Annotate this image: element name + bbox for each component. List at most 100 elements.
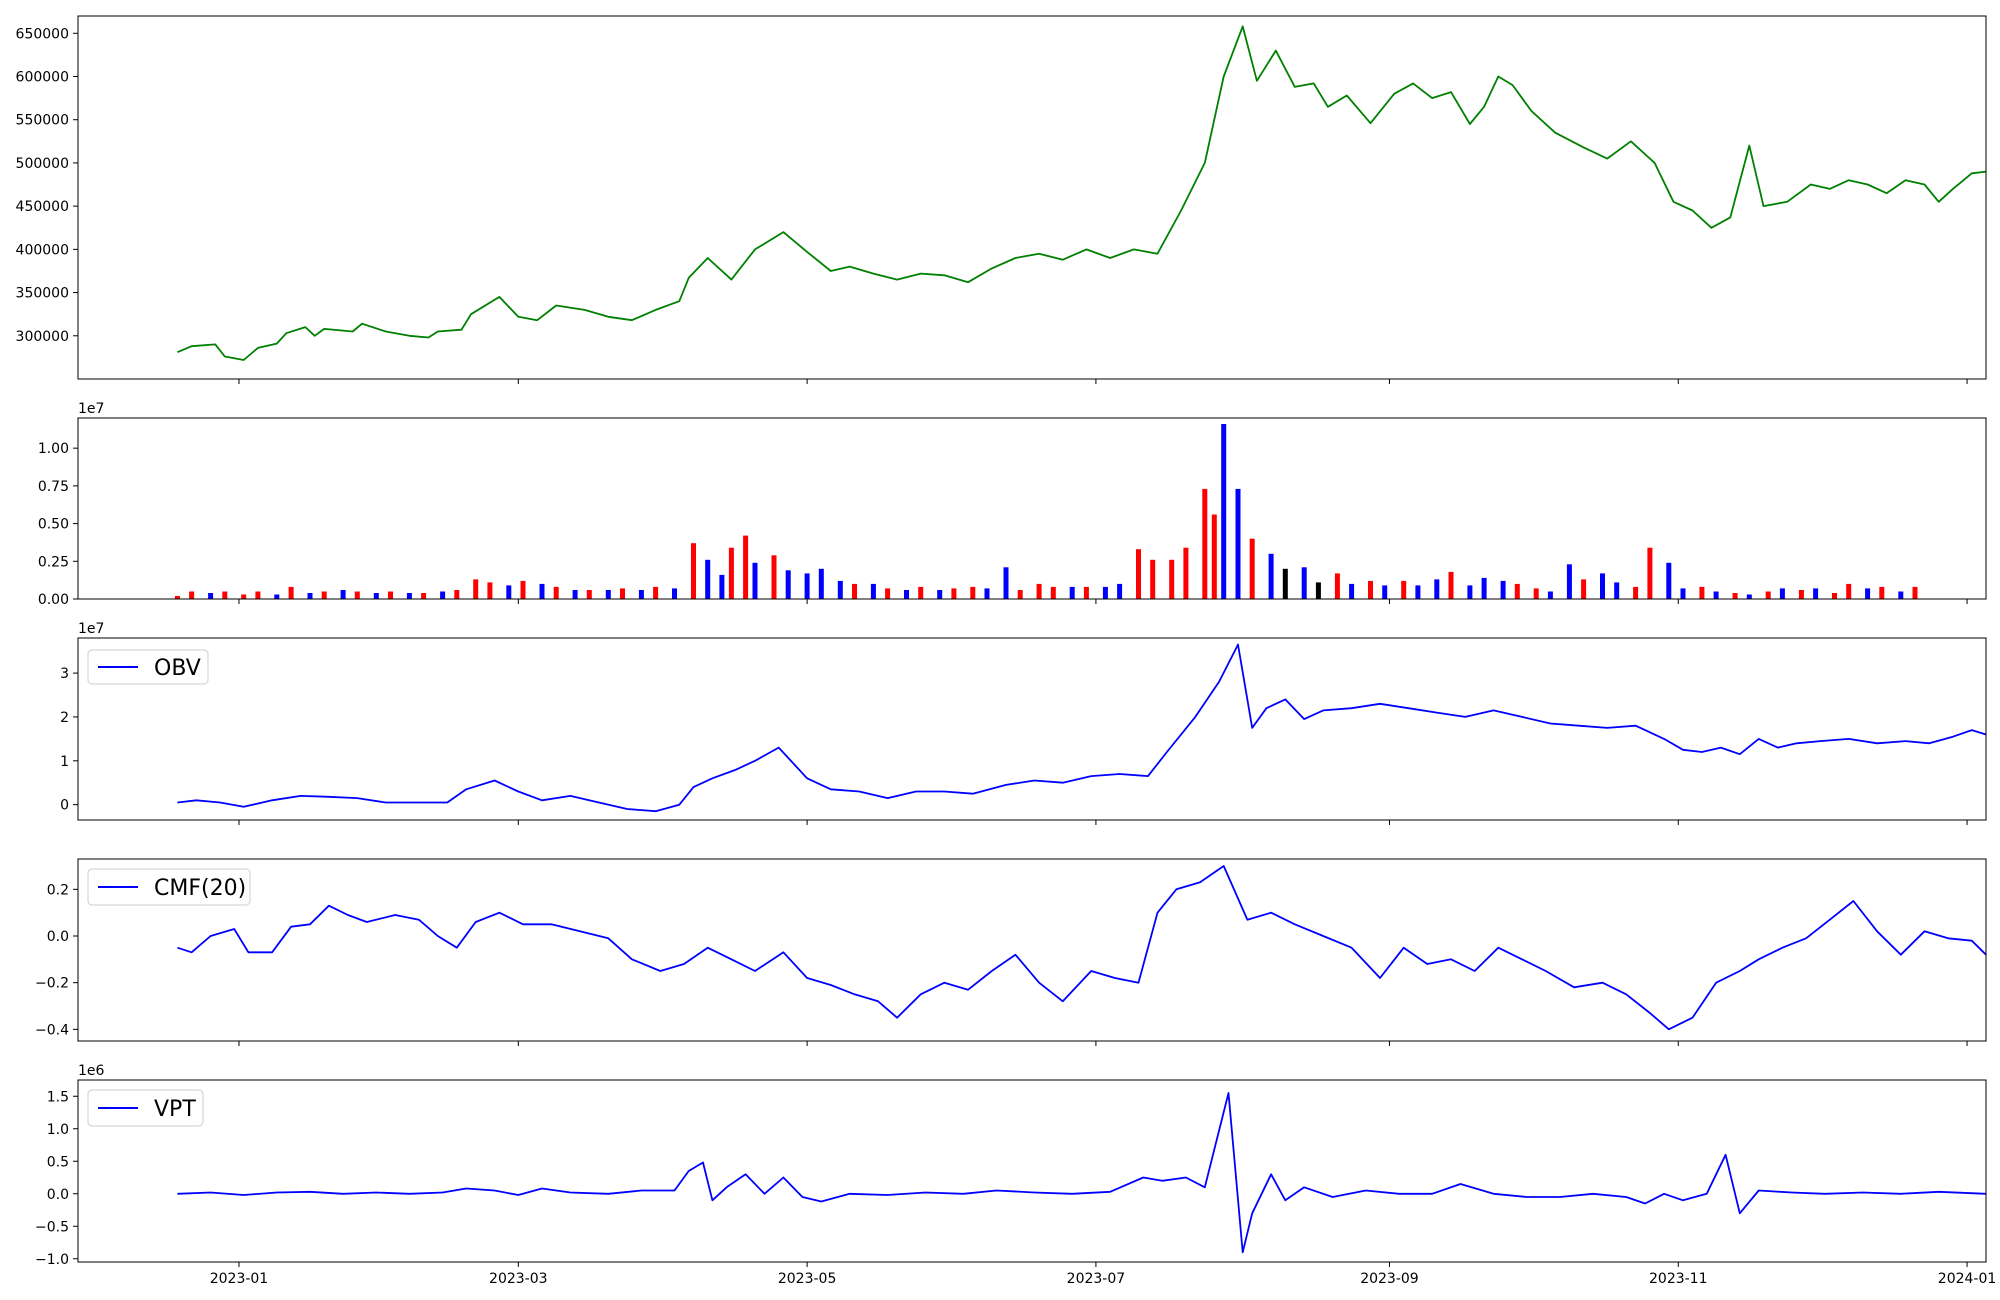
cmf-panel: −0.4 −0.2 0.0 0.2 CMF(20): [35, 858, 1987, 1042]
volume-y-tick-label: 1.00: [38, 441, 69, 457]
volume-bar: [1268, 553, 1274, 600]
volume-bar: [487, 582, 493, 599]
volume-bar: [1150, 559, 1156, 599]
price-series-line: [177, 25, 1987, 361]
volume-bar: [1221, 424, 1227, 599]
volume-bar: [1798, 590, 1804, 599]
volume-bar: [1765, 591, 1771, 599]
vpt-legend: VPT: [87, 1089, 204, 1127]
volume-bar: [1434, 579, 1440, 599]
obv-panel-frame: [77, 637, 1987, 821]
volume-bar: [1746, 594, 1752, 599]
volume-bar: [1846, 583, 1852, 599]
vpt-y-tick-label: 1.5: [47, 1089, 69, 1105]
vpt-offset-label: 1e6: [78, 1063, 105, 1079]
cmf-legend: CMF(20): [87, 868, 251, 906]
volume-bar: [1249, 538, 1255, 599]
volume-bar: [553, 586, 559, 599]
vpt-panel-frame: [77, 1079, 1987, 1263]
price-y-tick-label: 500000: [16, 156, 69, 172]
volume-bar: [222, 591, 228, 599]
volume-bar: [1779, 588, 1785, 599]
x-tick-label: 2023-09: [1360, 1271, 1419, 1287]
cmf-panel-frame: [77, 858, 1987, 1042]
cmf-20-y-tick-label: −0.2: [35, 976, 69, 992]
x-axis: 2023-01 2023-03 2023-05 2023-07 2023-09 2023-…: [210, 379, 1997, 1287]
volume-bar: [1898, 591, 1904, 599]
volume-bar: [1600, 573, 1605, 599]
volume-bar: [354, 591, 360, 599]
volume-bar: [1813, 588, 1819, 599]
x-tick-label: 2023-03: [489, 1271, 548, 1287]
obv-legend-label: OBV: [154, 656, 201, 681]
volume-bar: [852, 583, 857, 599]
volume-bar: [620, 588, 625, 599]
obv-y-tick-label: 2: [60, 710, 69, 726]
volume-bar: [885, 588, 891, 599]
volume-bar: [1202, 488, 1208, 599]
price-y-tick-label: 550000: [16, 113, 69, 129]
volume-bar: [274, 594, 280, 599]
volume-bar: [1415, 585, 1421, 599]
price-line-plot: 300000 350000 400000 450000 500000 550000 6000…: [16, 25, 1987, 361]
vpt-y-tick-label: 0.0: [47, 1187, 69, 1203]
volume-bar: [572, 590, 578, 599]
cmf-20-y-tick-label: −0.4: [35, 1022, 69, 1038]
volume-bar: [321, 591, 327, 599]
volume-bar: [340, 590, 346, 599]
volume-bar: [1514, 583, 1520, 599]
vpt-legend-label: VPT: [154, 1097, 196, 1122]
obv-y-tick-label: 3: [60, 666, 69, 682]
volume-bar: [970, 586, 976, 599]
volume-bar: [307, 593, 313, 599]
price-y-tick-label: 450000: [16, 199, 69, 215]
volume-bar: [406, 593, 412, 599]
volume-bar: [388, 591, 393, 599]
cmf-legend-box: [87, 868, 251, 906]
volume-bar: [870, 583, 876, 599]
volume-bar: [1865, 588, 1871, 599]
volume-bar: [1069, 586, 1075, 599]
volume-bar: [1500, 580, 1506, 599]
volume-bar: [672, 588, 677, 599]
x-tick-label: 2024-01: [1938, 1271, 1997, 1287]
obv-y-tick-label: 0: [60, 798, 69, 814]
volume-bar: [1566, 564, 1572, 599]
volume-bar: [818, 568, 824, 599]
volume-bar: [1533, 588, 1539, 599]
volume-offset-label: 1e7: [78, 401, 104, 417]
volume-bar: [255, 591, 261, 599]
volume-bar: [804, 573, 810, 599]
volume-bar: [473, 579, 479, 599]
volume-bar: [440, 591, 446, 599]
volume-bar: [1680, 588, 1686, 599]
volume-bar: [1699, 586, 1705, 599]
volume-bar: [1169, 559, 1175, 599]
vpt-y-tick-label: −1.0: [35, 1252, 69, 1268]
volume-bar: [743, 535, 749, 599]
volume-bar: [1183, 547, 1189, 599]
volume-y-tick-label: 0.75: [38, 479, 69, 495]
vpt-y-tick-label: −0.5: [35, 1219, 69, 1235]
volume-bar: [241, 594, 247, 599]
volume-bar: [421, 593, 427, 599]
x-tick-label: 2023-11: [1649, 1271, 1708, 1287]
vpt-y-tick-label: 0.5: [47, 1154, 69, 1170]
volume-bar: [1614, 582, 1620, 599]
volume-bar: [705, 559, 711, 599]
volume-bar: [506, 585, 512, 599]
volume-bar: [1282, 568, 1288, 599]
volume-bar: [288, 586, 294, 599]
volume-bar: [1647, 547, 1653, 599]
volume-bar: [174, 596, 180, 599]
price-panel: 300000 350000 400000 450000 500000 550000 6000…: [16, 15, 1987, 380]
volume-bar: [1083, 586, 1089, 599]
volume-bar: [1666, 562, 1672, 599]
volume-bar: [1547, 591, 1553, 599]
volume-bar-plot: 0.00 0.25 0.50 0.75 1.00: [38, 424, 1918, 608]
volume-bar: [837, 580, 843, 599]
vpt-series-line: [177, 1092, 1987, 1254]
x-tick-label: 2023-05: [778, 1271, 837, 1287]
volume-bar: [1003, 567, 1009, 599]
